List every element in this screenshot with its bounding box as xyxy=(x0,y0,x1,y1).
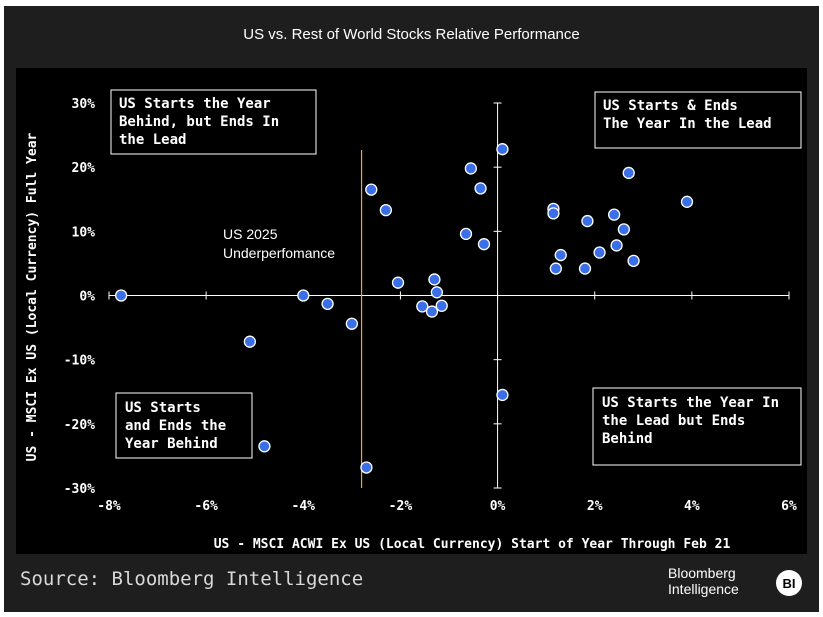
data-point xyxy=(345,317,359,330)
quadrant-text-line: the Lead but Ends xyxy=(602,413,745,429)
data-point xyxy=(435,299,448,312)
data-point xyxy=(365,183,378,196)
data-point xyxy=(680,195,694,208)
y-tick-label: -10% xyxy=(64,354,95,369)
brand-logo: Bloomberg Intelligence xyxy=(668,565,768,597)
quadrant-label-bottom-right: US Starts the Year In the Lead but Ends Be… xyxy=(592,387,802,466)
data-point xyxy=(474,182,487,195)
data-point xyxy=(477,238,491,251)
x-tick-label: 4% xyxy=(684,499,700,514)
x-tick-label: -2% xyxy=(389,499,413,514)
brand-line-2: Intelligence xyxy=(668,581,739,597)
y-axis-label: US - MSCI Ex US (Local Currency) Full Ye… xyxy=(25,132,40,461)
marker-label-line-1: US 2025 xyxy=(223,226,278,242)
data-point xyxy=(578,262,592,275)
data-point xyxy=(459,227,473,241)
quadrant-text-line: US Starts the Year xyxy=(119,96,271,112)
x-axis-label: US - MSCI ACWI Ex US (Local Currency) St… xyxy=(214,537,731,552)
data-point xyxy=(258,440,271,453)
data-point xyxy=(593,246,606,259)
data-point xyxy=(627,254,640,268)
y-tick-label: -30% xyxy=(64,482,95,497)
x-tick-label: -6% xyxy=(194,499,218,514)
x-tick-label: -4% xyxy=(292,499,316,514)
quadrant-text-line: the Lead xyxy=(119,132,186,148)
data-point xyxy=(360,461,373,474)
quadrant-text-line: Behind, but Ends In xyxy=(119,114,279,130)
data-point xyxy=(622,166,635,180)
quadrant-label-top-left: US Starts the Year Behind, but Ends In the… xyxy=(110,89,317,155)
quadrant-text-line: US Starts the Year In xyxy=(602,395,779,411)
data-point xyxy=(607,208,621,221)
quadrant-box xyxy=(592,387,802,466)
quadrant-text-line: US Starts xyxy=(125,400,201,416)
quadrant-text-line: Year Behind xyxy=(125,436,218,452)
x-tick-label: 0% xyxy=(490,499,506,514)
quadrant-labels: US Starts the Year Behind, but Ends In the… xyxy=(110,89,802,466)
data-point xyxy=(581,214,594,228)
data-point xyxy=(243,335,257,348)
quadrant-box xyxy=(110,89,317,155)
source-note: Source: Bloomberg Intelligence xyxy=(20,568,364,590)
data-point xyxy=(617,223,631,236)
data-point xyxy=(547,207,560,220)
data-point xyxy=(464,162,478,175)
data-point xyxy=(430,286,444,299)
brand-line-1: Bloomberg xyxy=(668,565,736,581)
data-point xyxy=(391,276,405,289)
data-point xyxy=(321,297,334,310)
quadrant-text-line: and Ends the xyxy=(125,418,226,434)
quadrant-box xyxy=(115,392,253,459)
x-tick-label: 6% xyxy=(781,499,797,514)
quadrant-box xyxy=(594,91,802,149)
quadrant-text-line: US Starts & Ends xyxy=(603,98,738,114)
y-tick-label: 10% xyxy=(72,225,96,240)
marker-label-line-2: Underperfomance xyxy=(223,245,335,261)
quadrant-text-line: The Year In the Lead xyxy=(603,116,772,132)
data-point xyxy=(496,388,509,402)
axes: -8% -6% -4% -2% 0% 2% 4% 6% -30% -20% -10% 0% 10% 20%… xyxy=(64,97,797,514)
data-point xyxy=(554,248,567,262)
data-point xyxy=(428,273,441,286)
quadrant-text-line: Behind xyxy=(602,431,653,447)
data-point xyxy=(416,300,429,313)
marker-line-group: US 2025 Underperfomance xyxy=(223,150,363,488)
data-point xyxy=(425,305,439,318)
data-point xyxy=(379,204,393,217)
x-tick-label: -8% xyxy=(97,499,121,514)
x-tick-label: 2% xyxy=(587,499,603,514)
chart-title: US vs. Rest of World Stocks Relative Per… xyxy=(243,25,580,43)
data-point xyxy=(549,262,563,275)
data-point xyxy=(496,143,509,156)
data-point xyxy=(610,239,623,252)
y-tick-label: -20% xyxy=(64,418,95,433)
quadrant-label-bottom-left: US Starts and Ends the Year Behind xyxy=(115,392,253,459)
data-points xyxy=(114,143,694,474)
data-point xyxy=(297,289,310,302)
data-point xyxy=(114,289,128,302)
y-tick-label: 20% xyxy=(72,161,96,176)
quadrant-label-top-right: US Starts & Ends The Year In the Lead xyxy=(594,91,802,149)
y-tick-label: 0% xyxy=(79,290,95,305)
brand-badge: BI xyxy=(776,570,802,596)
y-tick-label: 30% xyxy=(72,97,96,112)
